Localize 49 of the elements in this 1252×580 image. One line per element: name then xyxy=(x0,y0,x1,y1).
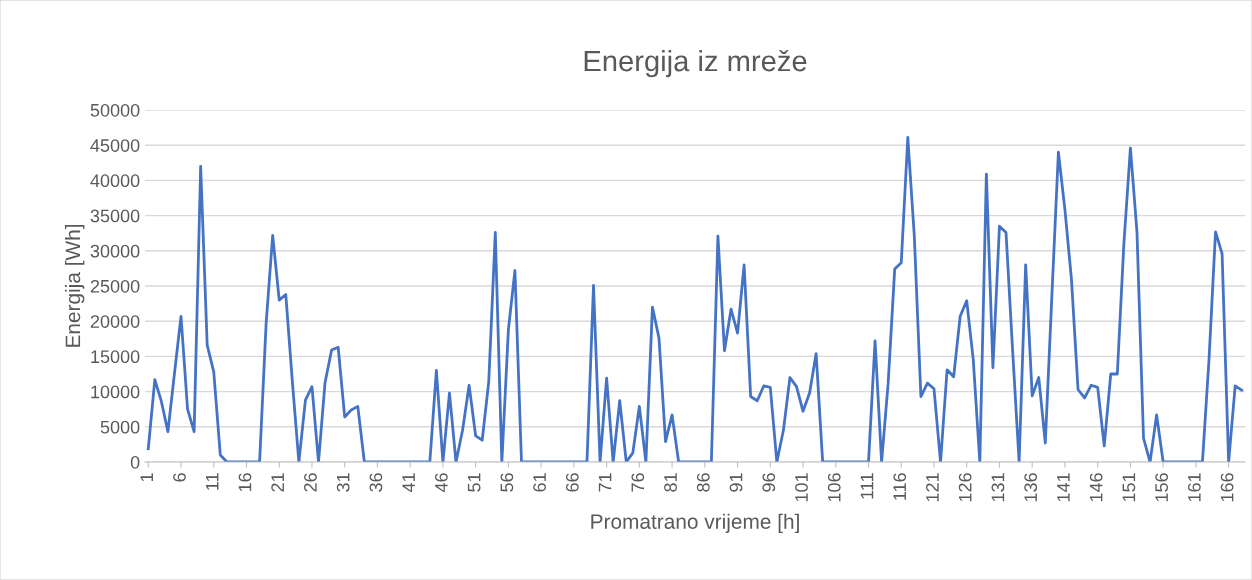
x-tick-label: 76 xyxy=(631,473,645,492)
x-tick-label: 166 xyxy=(1220,473,1234,502)
x-tick-label: 46 xyxy=(434,473,448,493)
x-tick-label: 56 xyxy=(500,473,514,492)
x-tick-label: 156 xyxy=(1155,473,1168,502)
chart-title: Energija iz mreže xyxy=(584,49,807,78)
x-tick-label: 61 xyxy=(533,473,546,492)
x-tick-label: 86 xyxy=(696,473,710,492)
y-tick-label: 25000 xyxy=(90,279,140,293)
x-tick-label: 16 xyxy=(238,473,252,492)
line-series xyxy=(146,136,1244,462)
x-tick-label: 106 xyxy=(827,473,841,502)
x-tick-label: 66 xyxy=(565,473,579,492)
x-tick-label: 26 xyxy=(304,473,317,492)
x-tick-label: 126 xyxy=(958,473,972,502)
x-tick-label: 131 xyxy=(991,473,1005,502)
y-tick-label: 50000 xyxy=(90,103,140,117)
y-tick-label: 30000 xyxy=(90,244,140,258)
x-tick-label: 21 xyxy=(271,473,284,492)
y-tick-label: 45000 xyxy=(90,139,140,152)
x-tick-label: 41 xyxy=(402,473,415,493)
x-tick-label: 146 xyxy=(1089,473,1103,502)
y-tick-label: 40000 xyxy=(90,174,140,188)
x-tick-label: 151 xyxy=(1122,473,1136,502)
x-axis-title: Promatrano vrijeme [h] xyxy=(591,513,799,534)
y-axis-title: Energija [Wh] xyxy=(64,224,85,347)
y-tick-label: 20000 xyxy=(90,315,140,328)
x-tick-label: 91 xyxy=(729,473,743,492)
y-tick-label: 15000 xyxy=(91,350,140,364)
y-tick-label: 35000 xyxy=(90,209,140,223)
y-tick-label: 0 xyxy=(130,455,140,469)
x-tick-label: 6 xyxy=(173,473,186,482)
x-tick-label: 116 xyxy=(893,473,907,500)
x-tick-label: 1 xyxy=(140,473,153,482)
x-tick-label: 121 xyxy=(926,473,939,502)
x-tick-label: 36 xyxy=(369,473,383,492)
y-tick-label: 10000 xyxy=(91,385,140,399)
x-tick-label: 101 xyxy=(795,473,808,502)
x-tick-label: 111 xyxy=(860,473,874,499)
y-tick-label: 5000 xyxy=(100,420,140,434)
x-tick-label: 51 xyxy=(467,473,481,492)
x-tick-label: 11 xyxy=(206,473,219,490)
x-tick-label: 71 xyxy=(598,473,612,492)
x-tick-label: 81 xyxy=(664,473,677,492)
x-tick-label: 141 xyxy=(1057,473,1070,502)
x-tick-label: 31 xyxy=(336,473,350,492)
x-tick-label: 136 xyxy=(1024,473,1038,502)
x-tick-label: 161 xyxy=(1187,473,1201,502)
x-tick-label: 96 xyxy=(762,473,776,492)
